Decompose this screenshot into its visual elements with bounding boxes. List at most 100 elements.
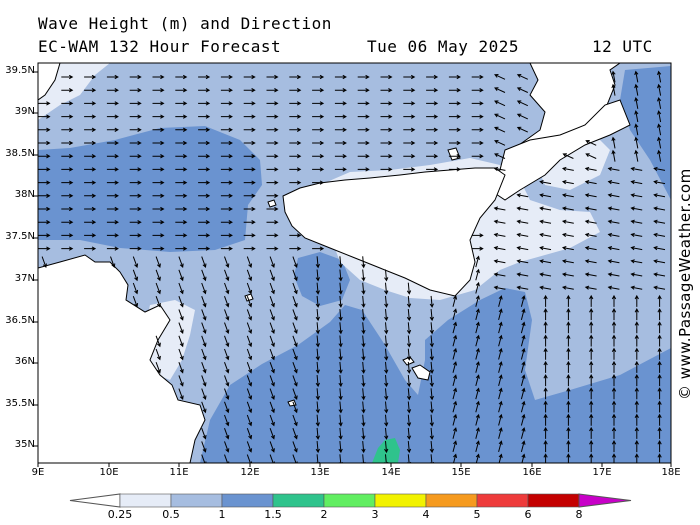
wave-arrow: [384, 401, 389, 414]
wave-arrow: [384, 348, 389, 361]
wave-arrow: [198, 233, 211, 238]
wave-arrow: [152, 193, 165, 198]
wave-arrow: [406, 401, 412, 414]
wave-arrow: [220, 220, 233, 225]
lon-label: 11E: [169, 467, 189, 478]
wave-arrow: [403, 101, 416, 106]
wave-arrow: [220, 127, 233, 132]
wave-arrow: [406, 322, 412, 335]
wave-arrow: [384, 375, 389, 388]
wave-arrow: [361, 401, 366, 414]
wave-arrow: [220, 167, 233, 172]
wave-arrow: [380, 74, 393, 80]
wave-arrow: [224, 388, 230, 400]
wave-arrow: [220, 180, 233, 185]
wave-arrow: [361, 361, 366, 374]
wave-arrow: [475, 453, 480, 463]
wave-arrow: [224, 282, 230, 295]
wave-arrow: [493, 206, 506, 211]
wave-arrow: [312, 101, 325, 106]
wave-arrow: [426, 88, 439, 93]
wave-arrow: [452, 413, 458, 426]
wave-arrow: [361, 256, 366, 269]
wave-arrow: [630, 166, 643, 171]
wave-arrow: [584, 219, 597, 224]
wave-arrow: [129, 127, 142, 132]
wave-arrow: [243, 127, 256, 132]
wave-arrow: [520, 295, 526, 307]
colorbar-max-arrow: [578, 493, 632, 508]
wave-arrow: [84, 74, 97, 80]
wave-arrow: [155, 269, 161, 282]
wave-arrow: [175, 220, 188, 225]
wave-arrow: [178, 335, 184, 348]
wave-arrow: [543, 334, 548, 347]
colorbar-label: 8: [575, 508, 583, 521]
wave-arrow: [634, 400, 639, 413]
wave-direction-arrows: [38, 70, 666, 463]
wave-arrow: [246, 348, 253, 361]
wave-arrow: [243, 233, 256, 238]
wave-arrow: [106, 114, 119, 119]
credit-watermark: © www.PassageWeather.com: [676, 168, 694, 400]
wave-arrow: [584, 180, 597, 185]
wave-arrow: [361, 414, 366, 427]
wave-arrow: [566, 374, 571, 387]
wave-arrow: [403, 140, 416, 146]
wave-arrow: [520, 308, 526, 321]
wave-arrow: [494, 140, 506, 146]
wave-arrow: [315, 388, 320, 401]
wave-arrow: [292, 388, 298, 400]
wave-arrow: [292, 401, 298, 414]
wave-arrow: [224, 322, 230, 334]
wave-arrow: [475, 308, 480, 321]
wave-arrow: [475, 255, 480, 268]
wave-arrow: [453, 453, 458, 463]
wave-arrow: [175, 206, 188, 212]
wave-arrow: [406, 441, 412, 454]
wave-arrow: [653, 272, 666, 277]
wave-arrow: [152, 140, 165, 146]
wave-arrow: [561, 232, 574, 237]
wave-arrow: [220, 88, 233, 93]
wave-arrow: [198, 167, 211, 172]
wave-arrow: [475, 440, 480, 453]
wave-arrow: [611, 321, 617, 334]
wave-arrow: [494, 100, 506, 107]
wave-arrow: [426, 101, 439, 106]
wave-arrow: [589, 294, 594, 307]
wave-arrow: [589, 374, 594, 387]
lon-label: 10E: [99, 467, 119, 478]
wave-arrow: [611, 347, 617, 360]
wave-arrow: [520, 374, 526, 387]
wave-arrow: [543, 347, 548, 360]
wave-arrow: [246, 375, 253, 387]
wave-arrow: [269, 256, 275, 268]
wave-arrow: [269, 401, 275, 414]
wave-arrow: [607, 246, 620, 251]
wave-arrow: [312, 127, 325, 132]
wave-arrow: [84, 246, 97, 251]
wave-arrow: [634, 96, 639, 109]
wave-arrow: [539, 259, 552, 264]
wave-arrow: [178, 296, 184, 308]
colorbar-label: 0.25: [107, 508, 133, 521]
wave-arrow: [589, 360, 594, 373]
wave-arrow: [315, 427, 320, 440]
wave-arrow: [403, 114, 416, 119]
wave-arrow: [589, 308, 594, 321]
wave-arrow: [312, 114, 325, 119]
lon-label: 9E: [31, 467, 45, 478]
wave-arrow: [315, 441, 320, 454]
wave-arrow: [201, 428, 207, 440]
wave-arrow: [611, 70, 616, 83]
wave-arrow: [84, 154, 97, 159]
wave-arrow: [452, 321, 458, 334]
wave-arrow: [292, 335, 298, 348]
wave-arrow: [566, 387, 571, 400]
wave-arrow: [198, 101, 211, 106]
wave-arrow: [312, 74, 325, 80]
wave-arrow: [657, 70, 662, 83]
wave-arrow: [361, 269, 366, 282]
wave-arrow: [269, 362, 275, 374]
